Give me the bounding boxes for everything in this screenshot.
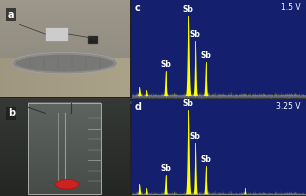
- Text: Sb: Sb: [160, 164, 171, 173]
- Text: Sb: Sb: [190, 30, 201, 39]
- Text: b: b: [8, 108, 15, 118]
- Text: 3.25 V: 3.25 V: [276, 102, 301, 111]
- Text: d: d: [134, 102, 141, 112]
- Text: Sb: Sb: [183, 99, 194, 108]
- Text: Sb: Sb: [200, 51, 211, 60]
- Bar: [45, 27, 69, 41]
- Text: Sb: Sb: [160, 60, 171, 69]
- Text: Sb: Sb: [183, 5, 194, 14]
- Text: c: c: [134, 3, 140, 13]
- Bar: [88, 36, 98, 44]
- Ellipse shape: [12, 53, 118, 74]
- Text: a: a: [8, 10, 14, 20]
- Text: Sb: Sb: [200, 155, 211, 164]
- Text: 1.5 V: 1.5 V: [281, 3, 301, 12]
- Ellipse shape: [16, 54, 114, 72]
- Text: Sb: Sb: [190, 132, 201, 141]
- Ellipse shape: [56, 180, 79, 189]
- Text: Full Scale 60 cts Cursor: 0.000: Full Scale 60 cts Cursor: 0.000: [133, 98, 207, 103]
